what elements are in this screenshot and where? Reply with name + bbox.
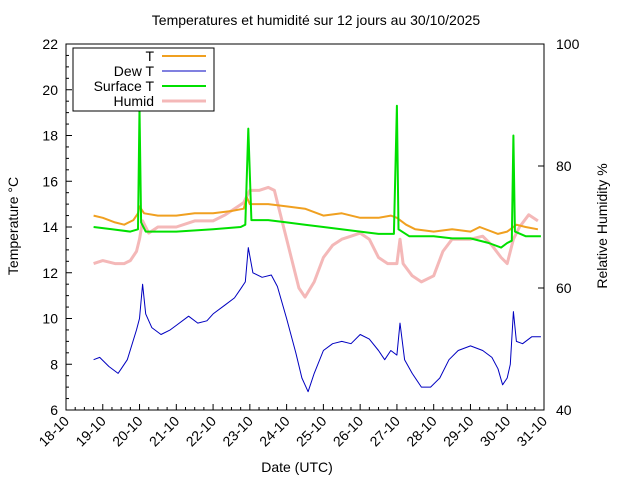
y-tick-label: 16 [42, 173, 58, 189]
y-tick-label: 20 [42, 82, 58, 98]
series-line-t [93, 196, 539, 235]
y-tick-label: 14 [42, 219, 58, 235]
x-tick-label: 31-10 [513, 413, 550, 450]
plot-area [93, 104, 541, 393]
legend-label: Humid [114, 93, 154, 109]
legend-label: Dew T [114, 63, 155, 79]
x-tick-label: 21-10 [146, 413, 183, 450]
x-tick-label: 23-10 [219, 413, 256, 450]
y-tick-label: 6 [50, 402, 58, 418]
x-tick-label: 30-10 [477, 413, 514, 450]
x-tick-label: 19-10 [72, 413, 109, 450]
legend-label: Surface T [94, 78, 155, 94]
x-tick-label: 29-10 [440, 413, 477, 450]
x-tick-label: 27-10 [366, 413, 403, 450]
y-tick-label: 10 [42, 311, 58, 327]
y-tick-label: 18 [42, 128, 58, 144]
series-line-surface-t [93, 104, 541, 249]
x-tick-label: 28-10 [403, 413, 440, 450]
x-axis-label: Date (UTC) [261, 459, 333, 475]
x-tick-label: 26-10 [330, 413, 367, 450]
x-tick-label: 25-10 [293, 413, 330, 450]
y-tick-label: 12 [42, 265, 58, 281]
plot-frame [65, 43, 545, 411]
y-axis-label: Temperature °C [5, 177, 21, 275]
x-tick-label: 24-10 [256, 413, 293, 450]
x-tick-label: 18-10 [35, 413, 72, 450]
y2-tick-label: 100 [556, 36, 580, 52]
y2-axis-label: Relative Humidity % [594, 163, 610, 288]
x-tick-label: 20-10 [109, 413, 146, 450]
y-tick-label: 22 [42, 36, 58, 52]
y2-tick-label: 40 [556, 402, 572, 418]
series-line-dew-t [93, 247, 541, 393]
y-tick-label: 8 [50, 356, 58, 372]
x-tick-label: 22-10 [183, 413, 220, 450]
y2-tick-label: 60 [556, 280, 572, 296]
y2-tick-label: 80 [556, 158, 572, 174]
chart-title: Temperatures et humidité sur 12 jours au… [152, 12, 481, 28]
series-line-humid [93, 185, 539, 299]
legend-label: T [145, 48, 154, 64]
